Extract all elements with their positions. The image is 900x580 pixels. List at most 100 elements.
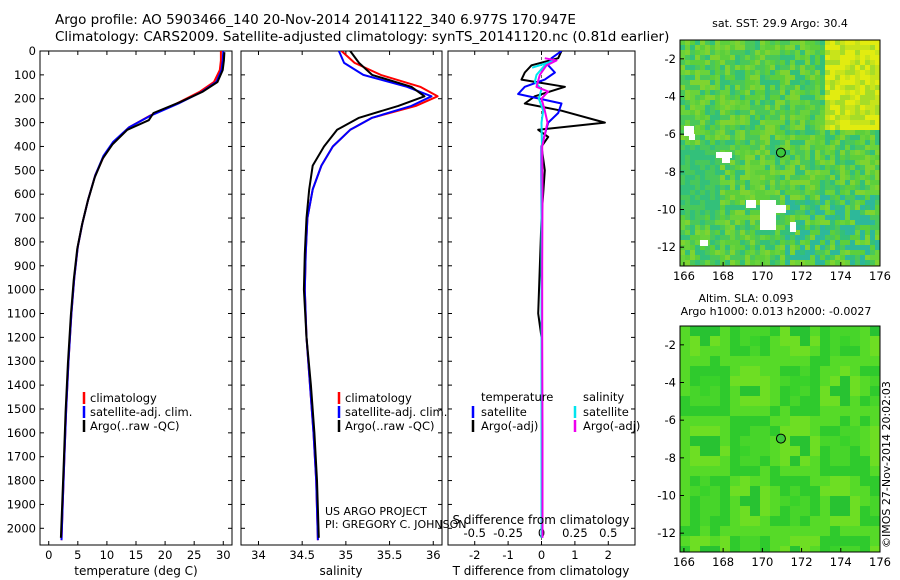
- y-tick-label: 1300: [7, 354, 36, 368]
- sla-cell: [820, 476, 830, 486]
- sst-cell: [825, 65, 830, 70]
- sla-cell: [830, 506, 840, 516]
- sst-cell: [710, 75, 715, 80]
- sla-cell: [690, 516, 700, 526]
- sst-cell: [725, 140, 730, 145]
- sst-cell: [850, 150, 855, 155]
- sst-cell: [840, 225, 845, 230]
- sst-cell: [855, 240, 860, 245]
- sst-cell: [720, 205, 725, 210]
- sst-map: [680, 40, 880, 266]
- sla-cell: [710, 446, 720, 456]
- sst-cell: [685, 260, 690, 265]
- sst-cell: [750, 175, 755, 180]
- sla-cell: [810, 536, 820, 546]
- sla-cell: [780, 446, 790, 456]
- sst-cell: [830, 250, 835, 255]
- sst-cell: [785, 95, 790, 100]
- sst-cell: [690, 100, 695, 105]
- sst-cell: [860, 250, 865, 255]
- sla-cell: [840, 536, 850, 546]
- sst-cell: [780, 260, 785, 265]
- sst-cell: [820, 65, 825, 70]
- sst-cell: [795, 170, 800, 175]
- sst-cell: [850, 205, 855, 210]
- sla-cell: [860, 376, 870, 386]
- sst-cell: [860, 245, 865, 250]
- sst-cell: [700, 165, 705, 170]
- sst-cell: [825, 85, 830, 90]
- sst-cell: [795, 245, 800, 250]
- sst-cell: [715, 85, 720, 90]
- sst-cell: [705, 215, 710, 220]
- sst-cell: [705, 225, 710, 230]
- sla-cell: [800, 526, 810, 536]
- sla-cell: [720, 336, 730, 346]
- sst-cell: [795, 110, 800, 115]
- sst-cell: [835, 135, 840, 140]
- sst-cell: [805, 240, 810, 245]
- sst-cell: [790, 50, 795, 55]
- sst-cell: [840, 75, 845, 80]
- sst-cell: [860, 85, 865, 90]
- sst-cell: [800, 45, 805, 50]
- sst-cell: [715, 165, 720, 170]
- map-x-tick-label: 170: [751, 555, 773, 569]
- sst-cell: [765, 55, 770, 60]
- sst-cell: [860, 160, 865, 165]
- sst-cell: [805, 120, 810, 125]
- sst-cell: [735, 70, 740, 75]
- sst-cell: [745, 150, 750, 155]
- sst-cell: [740, 220, 745, 225]
- sst-cell: [695, 180, 700, 185]
- sst-cell: [735, 175, 740, 180]
- sst-cell: [775, 220, 780, 225]
- sst-cell: [680, 55, 685, 60]
- sst-cell: [810, 135, 815, 140]
- sst-cell: [735, 40, 740, 45]
- sla-cell: [820, 446, 830, 456]
- sla-cell: [800, 396, 810, 406]
- sst-cell: [700, 200, 705, 205]
- sla-cell: [790, 436, 800, 446]
- sst-cell: [730, 40, 735, 45]
- sst-cell: [695, 100, 700, 105]
- sst-cell: [795, 65, 800, 70]
- sst-cell: [790, 215, 795, 220]
- sla-cell: [780, 416, 790, 426]
- sla-cell: [730, 546, 740, 552]
- sst-cell: [785, 125, 790, 130]
- sst-cell: [725, 125, 730, 130]
- sla-cell: [830, 386, 840, 396]
- sst-cell: [820, 70, 825, 75]
- sst-cell: [825, 80, 830, 85]
- sst-cell: [715, 60, 720, 65]
- sst-cell: [685, 135, 690, 140]
- sst-cell: [875, 255, 880, 260]
- sst-cell: [785, 90, 790, 95]
- sst-cell: [730, 80, 735, 85]
- sla-cell: [770, 546, 780, 552]
- sst-cell: [680, 260, 685, 265]
- sst-cell: [805, 110, 810, 115]
- sst-no-data-patch: [700, 240, 708, 246]
- sla-cell: [680, 396, 690, 406]
- sst-cell: [765, 145, 770, 150]
- sst-cell: [750, 70, 755, 75]
- sst-cell: [700, 195, 705, 200]
- sst-cell: [790, 145, 795, 150]
- sst-cell: [770, 55, 775, 60]
- sst-cell: [785, 220, 790, 225]
- sst-cell: [725, 180, 730, 185]
- sst-cell: [715, 75, 720, 80]
- sla-cell: [870, 446, 880, 456]
- sst-cell: [700, 150, 705, 155]
- sst-cell: [680, 215, 685, 220]
- sst-cell: [790, 205, 795, 210]
- sst-cell: [795, 55, 800, 60]
- sst-cell: [705, 45, 710, 50]
- sla-cell: [840, 376, 850, 386]
- y-tick-label: 0: [29, 44, 36, 58]
- sst-cell: [865, 180, 870, 185]
- sst-cell: [785, 205, 790, 210]
